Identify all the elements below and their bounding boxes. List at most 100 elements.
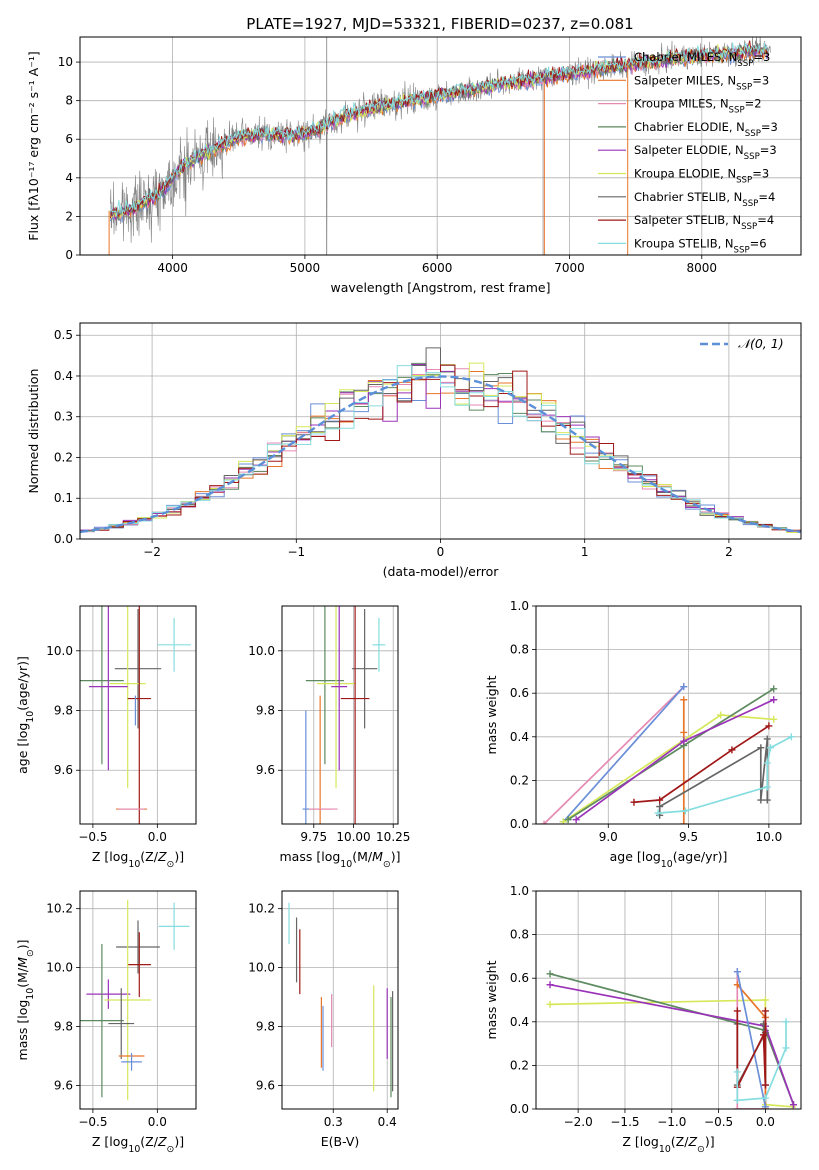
legend-label: Kroupa ELODIE, NSSP=3 bbox=[634, 167, 769, 186]
y-tick-label: 0.0 bbox=[510, 817, 529, 831]
y-tick-label: 0.1 bbox=[54, 491, 73, 505]
weight-point-kroupa-stelib bbox=[763, 783, 771, 791]
x-tick-label: −1 bbox=[287, 545, 305, 559]
panel-residuals: −2 −1 0 1 2 0.0 0.1 0.2 0.3 0.4 0.5 (data-model)/er… bbox=[26, 322, 802, 579]
legend-label: Chabrier STELIB, NSSP=4 bbox=[634, 190, 775, 209]
weight-line-kroupa-elodie bbox=[549, 999, 793, 1108]
x-tick-label: 8000 bbox=[687, 261, 718, 275]
y-tick-label: 0.5 bbox=[54, 328, 73, 342]
weight-point-chabrier-stelib bbox=[763, 796, 771, 804]
weight-line-kroupa-stelib bbox=[658, 736, 792, 814]
weight-point-kroupa-stelib bbox=[787, 733, 795, 741]
weight-point-chabrier-stelib bbox=[757, 744, 765, 752]
plot-area bbox=[80, 606, 191, 824]
weight-point-kroupa-elodie bbox=[559, 818, 567, 824]
weight-point-chabrier-stelib bbox=[763, 735, 771, 743]
x-tick-label: 10.00 bbox=[336, 830, 370, 844]
spectrum-legend: Chabrier MILES, NSSP=3 Salpeter MILES, NS… bbox=[598, 50, 778, 255]
x-tick-label: 0.0 bbox=[148, 1115, 167, 1129]
panel-ebv-mass: 0.3 0.4 9.6 9.8 10.0 10.2 E(B-V) bbox=[248, 890, 399, 1149]
weight-point-salpeter-elodie bbox=[546, 981, 554, 989]
panel-weight-age: 9.0 9.5 10.0 0.0 0.2 0.4 0.6 0.8 1.0 age [log10(a… bbox=[484, 599, 802, 870]
y-tick-label: 10.2 bbox=[46, 902, 73, 916]
x-axis-label: Z [log10(Z/Z⊙)] bbox=[622, 1134, 714, 1155]
x-tick-label: 7000 bbox=[554, 261, 585, 275]
legend-label: Chabrier ELODIE, NSSP=3 bbox=[634, 120, 778, 139]
weight-point-salpeter-stelib bbox=[733, 1007, 741, 1015]
y-tick-label: 1.0 bbox=[510, 884, 529, 898]
panel-mass-age: 9.75 10.00 10.25 9.6 9.8 10.0 mass [log10(M/M⊙… bbox=[248, 605, 410, 870]
weight-point-chabrier-elodie bbox=[564, 816, 572, 824]
axes-frame bbox=[281, 890, 399, 1110]
y-tick-label: 9.6 bbox=[54, 1078, 73, 1092]
weight-point-chabrier-miles bbox=[680, 683, 688, 691]
weight-point-kroupa-stelib bbox=[733, 1068, 741, 1076]
weight-line-kroupa-miles bbox=[543, 686, 685, 824]
weight-point-kroupa-elodie bbox=[770, 715, 778, 723]
weight-point-chabrier-miles bbox=[761, 1103, 769, 1109]
axes-frame bbox=[79, 605, 197, 825]
x-tick-label: −1.5 bbox=[610, 1115, 639, 1129]
legend-label: Chabrier MILES, NSSP=3 bbox=[634, 50, 770, 69]
weight-point-salpeter-stelib bbox=[656, 796, 664, 804]
y-tick-label: 0.6 bbox=[510, 971, 529, 985]
y-tick-label: 9.8 bbox=[54, 1020, 73, 1034]
weight-point-kroupa-elodie bbox=[546, 1000, 554, 1008]
weight-point-chabrier-stelib bbox=[757, 796, 765, 804]
y-tick-label: 0.2 bbox=[510, 1058, 529, 1072]
y-axis-label: mass [log10(M/M⊙)] bbox=[15, 940, 36, 1061]
weight-point-salpeter-elodie bbox=[680, 737, 688, 745]
legend-label: 𝒩(0, 1) bbox=[738, 336, 784, 351]
weight-point-salpeter-stelib bbox=[630, 798, 638, 806]
x-tick-label: −0.5 bbox=[78, 1115, 107, 1129]
x-tick-label: 9.75 bbox=[300, 830, 327, 844]
y-tick-label: 10.0 bbox=[46, 961, 73, 975]
plot-area bbox=[546, 968, 798, 1109]
plot-area bbox=[80, 347, 801, 534]
weight-point-chabrier-elodie bbox=[546, 970, 554, 978]
x-tick-label: 5000 bbox=[290, 261, 321, 275]
y-tick-label: 10.0 bbox=[248, 961, 275, 975]
x-axis-label: age [log10(age/yr)] bbox=[610, 849, 728, 870]
weight-line-chabrier-miles bbox=[736, 971, 767, 1107]
y-tick-label: 0.0 bbox=[54, 532, 73, 546]
y-tick-label: 0.6 bbox=[510, 686, 529, 700]
x-tick-label: −2.0 bbox=[564, 1115, 593, 1129]
legend-label: Kroupa STELIB, NSSP=6 bbox=[634, 236, 767, 255]
weight-point-salpeter-stelib bbox=[761, 1081, 769, 1089]
y-tick-label: 9.6 bbox=[256, 763, 275, 777]
legend-label: Salpeter STELIB, NSSP=4 bbox=[634, 213, 774, 232]
y-tick-label: 9.8 bbox=[54, 704, 73, 718]
weight-point-salpeter-miles bbox=[680, 696, 688, 704]
weight-point-kroupa-stelib bbox=[782, 1018, 790, 1026]
y-tick-label: 0.4 bbox=[54, 369, 73, 383]
weight-point-kroupa-miles bbox=[733, 1105, 741, 1109]
weight-point-kroupa-stelib bbox=[761, 1094, 769, 1102]
x-tick-label: 0.3 bbox=[324, 1115, 343, 1129]
axes-frame bbox=[79, 36, 802, 256]
x-axis-label: wavelength [Angstrom, rest frame] bbox=[330, 280, 550, 295]
x-tick-label: −0.5 bbox=[78, 830, 107, 844]
x-tick-label: 4000 bbox=[157, 261, 188, 275]
figure-title: PLATE=1927, MJD=53321, FIBERID=0237, z=0… bbox=[246, 15, 633, 33]
weight-point-salpeter-miles bbox=[680, 728, 688, 736]
weight-point-chabrier-stelib bbox=[656, 803, 664, 811]
panel-z-mass: −0.5 0.0 9.6 9.8 10.0 10.2 Z [log10(Z/Z⊙)] mass… bbox=[15, 890, 197, 1155]
x-axis-label: Z [log10(Z/Z⊙)] bbox=[92, 1134, 184, 1155]
legend-label: Salpeter ELODIE, NSSP=3 bbox=[634, 143, 777, 162]
weight-line-chabrier-stelib bbox=[736, 1023, 767, 1086]
plot-area bbox=[108, 37, 771, 255]
x-tick-label: 9.5 bbox=[679, 830, 698, 844]
weight-point-kroupa-miles bbox=[540, 820, 548, 824]
y-tick-label: 0.4 bbox=[510, 730, 529, 744]
panel-z-age: −0.5 0.0 9.6 9.8 10.0 Z [log10(Z/Z⊙)] age [log… bbox=[15, 605, 197, 870]
weight-point-salpeter-elodie bbox=[770, 696, 778, 704]
y-tick-label: 8 bbox=[65, 94, 73, 108]
y-tick-label: 9.6 bbox=[54, 763, 73, 777]
plot-area bbox=[288, 902, 394, 1098]
y-tick-label: 9.6 bbox=[256, 1078, 275, 1092]
weight-point-salpeter-stelib bbox=[761, 1007, 769, 1015]
x-axis-label: E(B-V) bbox=[321, 1134, 360, 1149]
